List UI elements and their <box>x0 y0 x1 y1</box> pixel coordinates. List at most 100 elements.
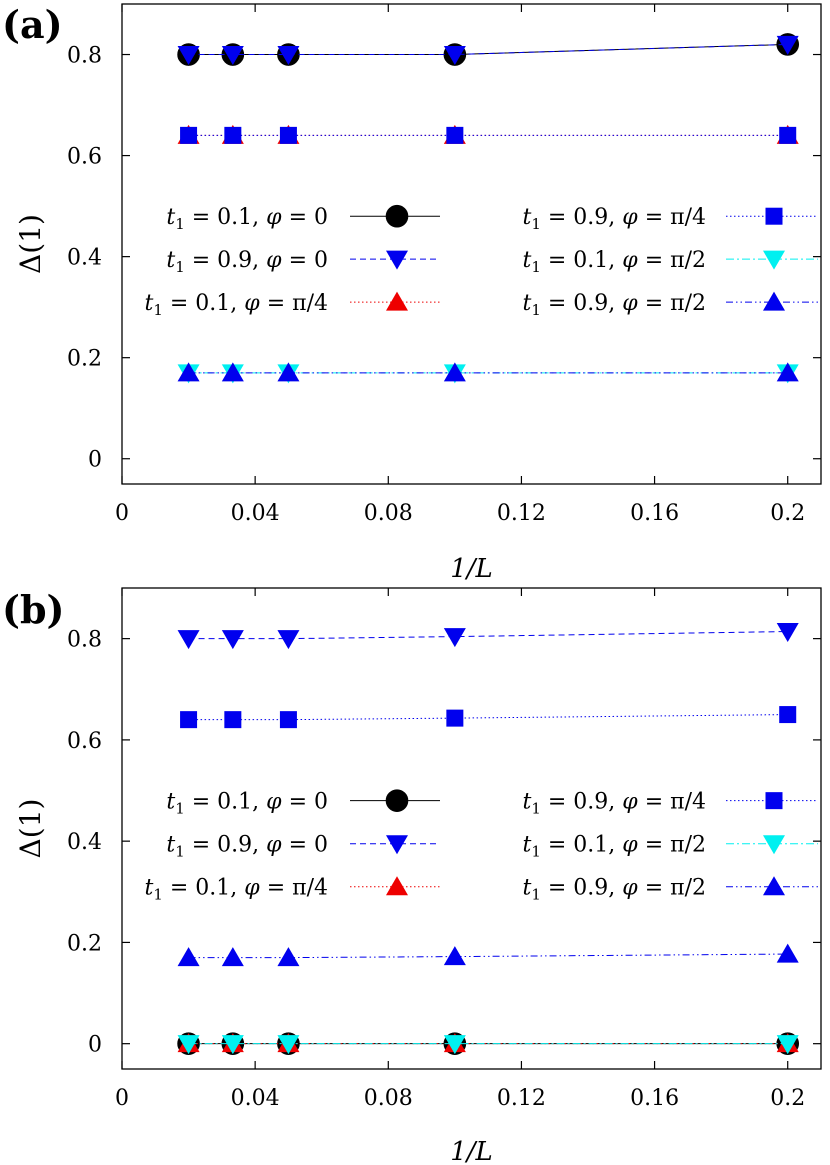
legend-label: t1 = 0.1, φ = π/2 <box>523 248 707 276</box>
series-2 <box>177 35 799 66</box>
legend-entry: t1 = 0.9, φ = π/2 <box>523 876 818 904</box>
legend-marker <box>386 250 408 270</box>
x-tick-label: 0.12 <box>497 501 546 526</box>
legend-label: t1 = 0.1, φ = 0 <box>166 205 328 233</box>
series-line <box>188 953 788 959</box>
x-tick-label: 0.04 <box>231 501 280 526</box>
data-point <box>221 362 244 382</box>
legend-entry: t1 = 0.1, φ = π/2 <box>523 833 818 861</box>
legend-marker <box>763 250 785 270</box>
x-axis-label: 1/L <box>450 1137 493 1165</box>
legend: t1 = 0.1, φ = 0 t1 = 0.9, φ = 0 t1 = 0.1, … <box>145 204 818 319</box>
data-point <box>180 126 198 144</box>
x-tick-label: 0.12 <box>497 1086 546 1111</box>
legend-entry: t1 = 0.1, φ = 0 <box>166 204 440 233</box>
legend-marker <box>765 792 783 810</box>
x-tick-label: 0.04 <box>231 1086 280 1111</box>
chart-panel-a: 0 0.04 0.08 0.12 0.16 0.2 0 0.2 0.4 0.6 0.8 1/L Δ(1)… <box>2 2 822 584</box>
data-point <box>443 46 466 66</box>
series-3 <box>177 124 799 144</box>
series-5 <box>177 364 799 384</box>
legend-marker <box>763 876 785 896</box>
legend-entry: t1 = 0.9, φ = π/4 <box>523 790 818 818</box>
data-point <box>177 947 200 967</box>
legend-marker <box>765 207 783 225</box>
y-tick-label: 0.4 <box>67 830 102 855</box>
data-point <box>177 630 200 650</box>
legend-marker <box>385 204 409 228</box>
legend-marker <box>386 291 408 311</box>
series-3 <box>177 1033 799 1053</box>
y-tick-label: 0 <box>88 448 102 473</box>
series-4 <box>180 706 797 729</box>
data-point <box>277 630 300 650</box>
legend-marker <box>386 876 408 896</box>
legend-marker <box>385 789 409 812</box>
data-point <box>776 943 799 963</box>
series-line <box>188 631 788 640</box>
panel-label: (b) <box>2 587 65 632</box>
x-tick-label: 0.2 <box>770 501 805 526</box>
y-axis-label: Δ(1) <box>14 799 47 859</box>
y-tick-label: 0.8 <box>67 628 102 653</box>
plot-frame <box>121 587 822 1070</box>
chart-panel-b: 0 0.04 0.08 0.12 0.16 0.2 0 0.2 0.4 0.6 0.8 1/L Δ(1)… <box>2 587 822 1165</box>
data-point <box>221 46 244 66</box>
legend-marker <box>763 835 785 855</box>
data-point <box>443 362 466 382</box>
data-point <box>277 1035 300 1055</box>
series-6 <box>177 943 799 967</box>
legend-marker <box>763 291 785 311</box>
y-tick-label: 0.4 <box>67 246 102 271</box>
data-point <box>277 46 300 66</box>
data-point <box>221 947 244 967</box>
data-point <box>776 35 799 55</box>
legend-label: t1 = 0.9, φ = π/4 <box>523 790 707 818</box>
y-tick-label: 0 <box>88 1033 102 1058</box>
y-tick-label: 0.6 <box>67 729 102 754</box>
y-tick-label: 0.2 <box>67 931 102 956</box>
y-tick-label: 0.2 <box>67 347 102 372</box>
data-point <box>776 362 799 382</box>
legend-label: t1 = 0.9, φ = 0 <box>166 248 328 276</box>
legend-label: t1 = 0.9, φ = π/2 <box>523 876 707 904</box>
data-point <box>443 1035 466 1055</box>
data-point <box>177 362 200 382</box>
legend-entry: t1 = 0.1, φ = π/4 <box>145 291 440 319</box>
legend-label: t1 = 0.9, φ = π/4 <box>523 205 707 233</box>
legend-entry: t1 = 0.1, φ = π/2 <box>523 248 818 276</box>
data-point <box>221 630 244 650</box>
data-point <box>446 709 464 727</box>
x-tick-label: 0 <box>115 501 129 526</box>
data-point <box>776 1035 799 1055</box>
legend-entry: t1 = 0.9, φ = 0 <box>166 833 440 861</box>
legend-entry: t1 = 0.9, φ = π/4 <box>523 205 818 233</box>
x-tick-label: 0.16 <box>630 501 679 526</box>
series-line <box>188 714 788 721</box>
data-point <box>443 628 466 648</box>
series-4 <box>180 126 797 144</box>
legend-entry: t1 = 0.9, φ = 0 <box>166 248 440 276</box>
legend-label: t1 = 0.9, φ = 0 <box>166 833 328 861</box>
legend-label: t1 = 0.1, φ = π/4 <box>145 876 329 904</box>
y-tick-label: 0.6 <box>67 145 102 170</box>
data-point <box>177 46 200 66</box>
data-point <box>277 947 300 967</box>
y-tick-label: 0.8 <box>67 44 102 69</box>
legend: t1 = 0.1, φ = 0 t1 = 0.9, φ = 0 t1 = 0.1, … <box>145 789 818 904</box>
data-point <box>446 126 464 144</box>
data-point <box>279 126 297 144</box>
legend-label: t1 = 0.1, φ = π/2 <box>523 833 707 861</box>
data-point <box>177 1035 200 1055</box>
x-tick-label: 0.08 <box>364 501 413 526</box>
x-tick-label: 0 <box>115 1086 129 1111</box>
x-tick-label: 0.2 <box>770 1086 805 1111</box>
legend-entry: t1 = 0.1, φ = 0 <box>166 789 440 818</box>
data-point <box>224 711 242 729</box>
series-5 <box>177 1035 799 1055</box>
data-point <box>443 946 466 966</box>
legend-entry: t1 = 0.1, φ = π/4 <box>145 876 440 904</box>
legend-label: t1 = 0.9, φ = π/2 <box>523 291 707 319</box>
data-point <box>277 362 300 382</box>
data-point <box>779 126 797 144</box>
